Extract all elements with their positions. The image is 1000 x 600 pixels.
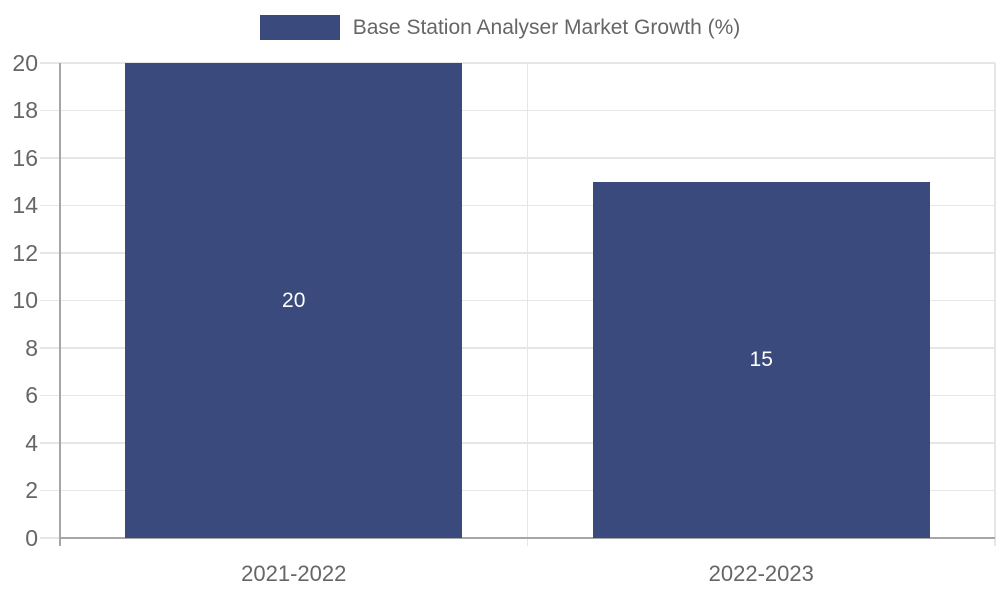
y-axis-line — [59, 63, 61, 546]
y-tick-mark — [40, 394, 60, 397]
bar — [592, 181, 930, 538]
y-tick-label: 8 — [25, 334, 38, 361]
y-tick-label: 2 — [25, 477, 38, 503]
y-tick-label: 4 — [25, 429, 38, 456]
y-tick-mark — [40, 157, 60, 159]
y-tick-mark — [40, 489, 60, 492]
y-tick-mark — [40, 442, 60, 444]
x-tick-mark — [994, 538, 996, 546]
y-tick-mark — [40, 347, 60, 349]
y-tick-label: 6 — [25, 382, 38, 408]
x-axis-baseline — [60, 537, 995, 539]
legend-swatch — [259, 15, 340, 40]
y-tick-mark — [40, 252, 60, 254]
x-tick-label: 2021-2022 — [241, 561, 347, 586]
bar — [125, 63, 463, 538]
y-tick-label: 14 — [12, 192, 38, 218]
y-tick-label: 20 — [12, 49, 38, 76]
x-tick-mark — [526, 538, 529, 546]
y-tick-mark — [40, 299, 60, 302]
x-tick-label: 2022-2023 — [708, 561, 814, 586]
y-tick-mark — [40, 109, 60, 112]
y-tick-mark — [40, 204, 60, 207]
y-tick-label: 0 — [25, 524, 38, 551]
legend: Base Station Analyser Market Growth (%) — [0, 15, 1000, 40]
bar-value-label: 20 — [282, 288, 306, 312]
y-tick-mark — [40, 537, 60, 539]
category-divider — [526, 63, 529, 538]
y-tick-label: 18 — [12, 97, 38, 123]
legend-label: Base Station Analyser Market Growth (%) — [352, 16, 741, 39]
plot-right-border — [994, 63, 996, 538]
y-tick-label: 16 — [12, 144, 38, 171]
y-tick-label: 10 — [12, 287, 38, 313]
y-tick-label: 12 — [12, 239, 38, 266]
y-tick-mark — [40, 62, 60, 64]
bar-value-label: 15 — [749, 347, 773, 371]
